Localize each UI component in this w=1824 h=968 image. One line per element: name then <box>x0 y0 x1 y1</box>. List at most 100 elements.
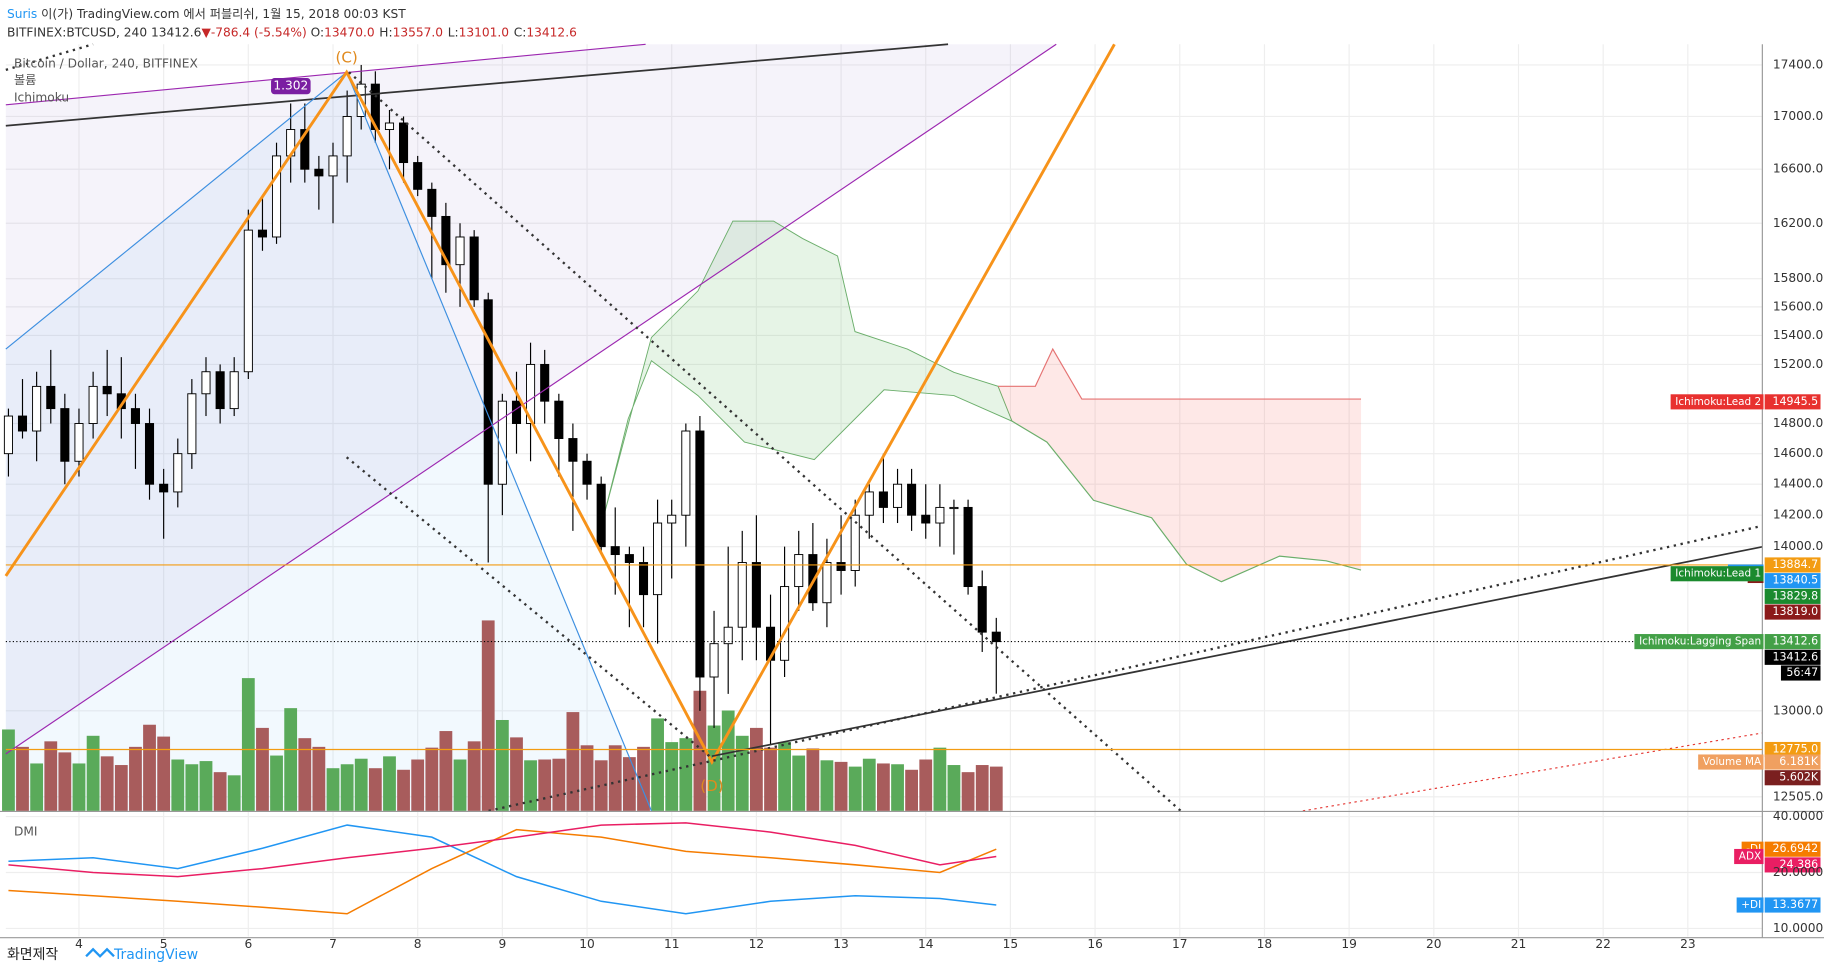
volume-bar <box>510 737 523 811</box>
volume-bar <box>862 758 876 811</box>
volume-bar <box>848 766 862 811</box>
price-tag <box>1764 588 1821 604</box>
x-tick-label: 17 <box>1172 937 1188 951</box>
volume-bar <box>552 758 566 811</box>
y-tick-label: 17000.0 <box>1773 109 1823 123</box>
volume-bar <box>114 765 128 811</box>
volume-bar <box>905 769 918 811</box>
x-tick-label: 6 <box>244 937 252 951</box>
trend-line <box>5 43 94 71</box>
candle-body <box>130 408 140 424</box>
volume-bar <box>622 757 636 811</box>
tag-name-box <box>1736 897 1764 913</box>
price-tag-label: 5.602K <box>1779 771 1819 784</box>
ohlc-value: 13557.0 <box>393 25 443 39</box>
candle-body <box>638 562 649 596</box>
volume-bar <box>185 764 199 811</box>
price-tag <box>1764 754 1821 770</box>
volume-bar <box>749 727 763 811</box>
volume-bar <box>608 745 622 811</box>
candle-body <box>949 506 959 510</box>
x-tick-label: 21 <box>1511 937 1527 951</box>
volume-bar <box>227 775 241 811</box>
candle-body <box>215 371 225 410</box>
volume-bar <box>143 724 156 811</box>
volume-bar <box>693 690 707 811</box>
volume-bar <box>368 768 382 811</box>
ohlc-key: C: <box>514 25 527 39</box>
volume-bar <box>2 729 15 811</box>
candle-body <box>511 400 522 424</box>
volume-bar <box>735 735 749 811</box>
price-tag <box>1764 741 1821 758</box>
point-label: (C) <box>335 49 357 67</box>
change: ▼-786.4 (-5.54%) <box>201 25 310 39</box>
volume-bar <box>665 742 679 811</box>
fan-line <box>346 71 652 812</box>
candle-body <box>60 408 70 462</box>
ohlc-key: O: <box>311 25 325 39</box>
ichimoku-cloud <box>604 220 1013 513</box>
volume-bar <box>326 768 340 811</box>
candle-body <box>893 483 903 508</box>
candle-body <box>709 643 719 678</box>
tag-name: Ichimoku:Lead 2 <box>1675 396 1761 408</box>
candle-body <box>399 122 409 164</box>
price-tag <box>1764 394 1821 410</box>
ohlc-value: 13470.0 <box>324 25 374 39</box>
ratio-label: 1.302 <box>273 79 308 93</box>
candle-body <box>370 83 380 131</box>
candle-body <box>384 122 395 131</box>
candle-body <box>17 415 28 432</box>
candle-body <box>314 168 324 177</box>
y-tick-label: 14600.0 <box>1773 446 1823 460</box>
dmi-line <box>8 824 997 915</box>
ichimoku-cloud <box>998 349 1362 582</box>
symbol: BITFINEX:BTCUSD, 240 <box>7 25 151 39</box>
x-tick-label: 19 <box>1341 937 1357 951</box>
candle-body <box>483 299 493 485</box>
candle-body <box>850 514 860 571</box>
candle-body <box>187 393 197 455</box>
x-tick-label: 7 <box>329 937 337 951</box>
y-tick-label: 14000.0 <box>1773 539 1823 553</box>
volume-bar <box>877 763 890 811</box>
volume-bar <box>834 761 848 811</box>
candle-body <box>864 491 874 516</box>
x-tick-label: 8 <box>414 937 422 951</box>
y-tick-label: 12505.0 <box>1773 789 1823 803</box>
tag-name-box <box>1698 754 1764 770</box>
volume-bar <box>298 738 312 811</box>
y-tick-label: 20.0000 <box>1773 865 1823 879</box>
candle-body <box>991 631 1001 643</box>
price-tag-label: 13819.0 <box>1772 605 1818 618</box>
candle-body <box>808 554 818 604</box>
volume-bar <box>975 765 989 811</box>
volume-bar <box>439 731 453 811</box>
volume-bar <box>989 766 1003 811</box>
volume-bar <box>44 741 58 811</box>
candle-body <box>963 506 973 588</box>
candle-body <box>469 236 479 301</box>
price-tag <box>1764 557 1821 573</box>
volume-bar <box>86 735 100 811</box>
trend-line <box>5 43 1057 755</box>
candle-body <box>243 229 253 373</box>
volume-bar <box>806 748 820 811</box>
candle-body <box>74 423 84 462</box>
candle-body <box>526 363 536 424</box>
candle-body <box>46 385 56 410</box>
x-tick-label: 9 <box>498 937 506 951</box>
footer-made: 화면제작 <box>7 947 58 963</box>
ohlc-value: 13412.6 <box>526 25 576 39</box>
dmi-pane <box>8 822 997 915</box>
y-tick-label: 15800.0 <box>1773 271 1823 285</box>
volume-bar <box>580 745 594 811</box>
y-tick-label: 17400.0 <box>1773 57 1823 71</box>
trend-line <box>711 545 1763 758</box>
volume-bar <box>354 758 368 811</box>
trend-line <box>5 43 646 106</box>
volume-bar <box>256 727 269 811</box>
tag-name: Volume MA <box>1703 756 1762 768</box>
